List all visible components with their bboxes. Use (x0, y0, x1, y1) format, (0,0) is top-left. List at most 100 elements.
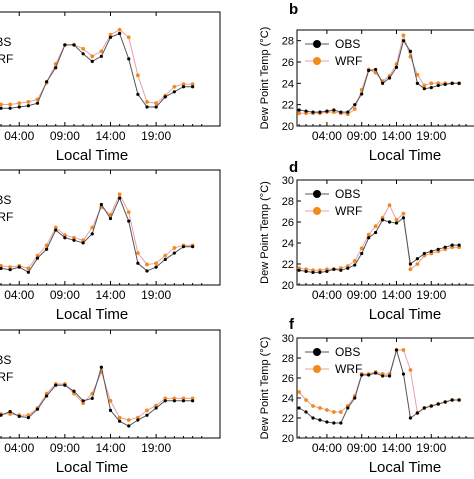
data-point (17, 105, 21, 109)
x-tick-label: 09:00 (50, 129, 80, 143)
data-point (99, 202, 103, 207)
data-point (394, 348, 399, 352)
panel-label: f (289, 316, 295, 333)
series-obs (0, 196, 195, 274)
data-point (311, 416, 315, 420)
plot-frame (296, 29, 474, 127)
data-point (0, 413, 3, 417)
data-point (353, 396, 357, 400)
data-point (429, 249, 433, 253)
data-point (17, 265, 21, 269)
x-tick-label: 04:00 (4, 288, 34, 302)
data-point (8, 265, 13, 270)
series-wrf (297, 203, 462, 273)
legend-label: WRF (0, 370, 13, 384)
data-point (172, 90, 176, 94)
series-line (0, 370, 193, 421)
data-point (297, 390, 301, 394)
data-point (436, 402, 440, 406)
data-point (387, 76, 392, 80)
y-tick-label: 28 (282, 353, 294, 365)
panel-label: d (289, 159, 298, 176)
data-point (401, 216, 406, 220)
data-point (108, 216, 113, 221)
data-point (443, 245, 447, 249)
data-point (332, 108, 336, 112)
data-point (429, 81, 434, 86)
data-point (117, 415, 122, 420)
data-point (367, 373, 371, 377)
data-point (318, 110, 322, 114)
y-tick-label: 28 (282, 196, 294, 208)
data-point (8, 102, 13, 107)
x-axis-title: Local Time (56, 306, 129, 323)
legend-label: WRF (335, 204, 362, 218)
plot-frame (0, 169, 221, 286)
data-point (325, 420, 329, 424)
data-point (380, 218, 385, 222)
series-obs (297, 348, 461, 425)
data-point (338, 410, 343, 414)
plot-frame (296, 179, 474, 286)
data-point (163, 95, 167, 99)
data-point (415, 257, 419, 261)
data-point (181, 396, 186, 401)
legend-label: WRF (335, 362, 362, 376)
data-point (172, 84, 177, 89)
data-point (325, 269, 329, 273)
data-point (154, 101, 159, 106)
data-point (135, 251, 140, 255)
x-tick-label: 19:00 (416, 288, 446, 302)
data-point (318, 270, 322, 274)
legend-marker (313, 348, 321, 356)
data-point (45, 394, 49, 398)
x-axis-title: Local Time (369, 459, 442, 474)
data-point (108, 398, 113, 403)
data-point (457, 243, 461, 247)
data-point (118, 196, 122, 200)
plot-frame (0, 11, 221, 127)
data-point (0, 106, 3, 110)
data-point (72, 235, 76, 240)
data-point (163, 396, 168, 401)
data-point (387, 203, 392, 208)
data-point (415, 81, 419, 85)
data-point (35, 101, 40, 105)
data-point (17, 101, 22, 106)
data-point (63, 236, 67, 240)
data-point (297, 108, 301, 112)
data-point (401, 33, 406, 38)
x-tick-label: 04:00 (312, 129, 342, 143)
data-point (99, 54, 103, 58)
y-tick-label: 26 (282, 217, 294, 229)
data-point (181, 245, 186, 249)
x-tick-label: 09:00 (50, 441, 80, 455)
data-point (8, 410, 12, 414)
data-point (72, 389, 76, 393)
data-point (360, 373, 364, 377)
data-point (443, 82, 447, 86)
data-point (127, 424, 131, 428)
data-point (172, 396, 177, 401)
data-point (181, 399, 186, 403)
x-tick-label: 09:00 (347, 288, 377, 302)
y-tick-label: 30 (282, 333, 294, 345)
data-point (54, 66, 58, 70)
data-point (72, 43, 76, 47)
data-point (346, 110, 350, 114)
data-point (127, 219, 131, 223)
data-point (136, 92, 140, 96)
series-line (299, 33, 460, 115)
data-point (191, 85, 195, 89)
data-point (297, 268, 301, 272)
series-line (298, 348, 460, 424)
series-wrf (297, 33, 462, 117)
data-point (0, 266, 3, 270)
data-point (450, 81, 454, 85)
data-point (154, 265, 158, 269)
data-point (99, 365, 103, 369)
legend-marker (313, 40, 321, 48)
y-tick-label: 22 (282, 100, 294, 112)
data-point (108, 32, 113, 37)
data-point (401, 211, 406, 216)
